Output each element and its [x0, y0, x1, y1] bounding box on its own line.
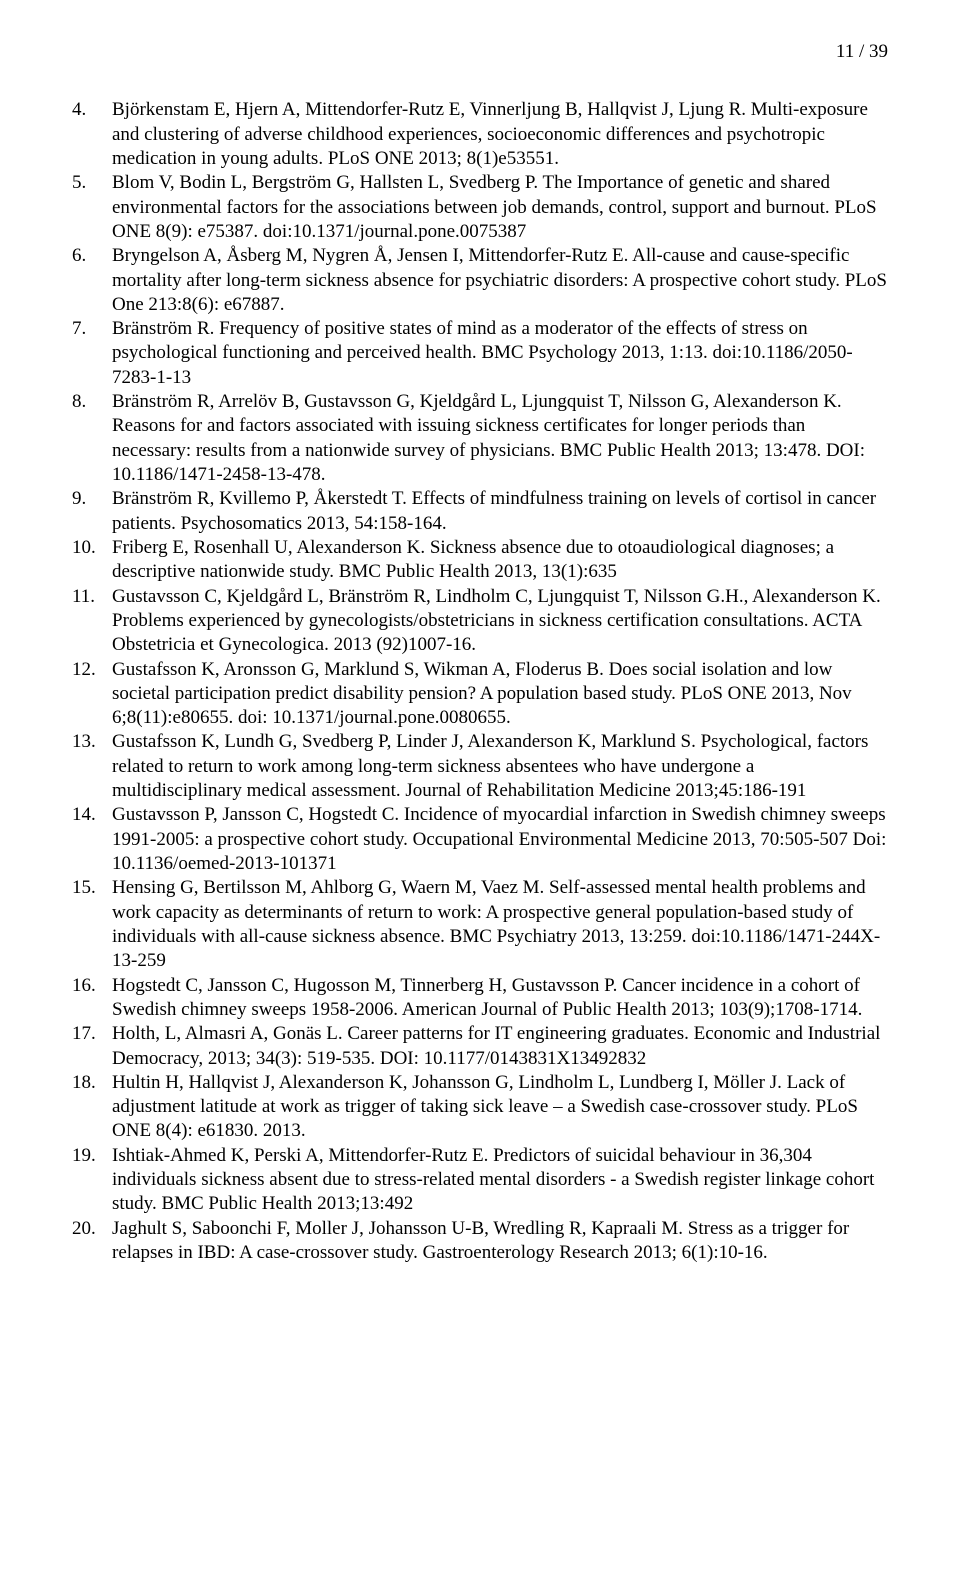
- reference-item: 6.Bryngelson A, Åsberg M, Nygren Å, Jens…: [112, 244, 888, 317]
- reference-text: Ishtiak-Ahmed K, Perski A, Mittendorfer-…: [112, 1144, 888, 1217]
- reference-text: Holth, L, Almasri A, Gonäs L. Career pat…: [112, 1022, 888, 1071]
- reference-item: 4.Björkenstam E, Hjern A, Mittendorfer-R…: [112, 98, 888, 171]
- reference-item: 14.Gustavsson P, Jansson C, Hogstedt C. …: [112, 803, 888, 876]
- reference-item: 5.Blom V, Bodin L, Bergström G, Hallsten…: [112, 171, 888, 244]
- reference-item: 12.Gustafsson K, Aronsson G, Marklund S,…: [112, 658, 888, 731]
- reference-text: Bryngelson A, Åsberg M, Nygren Å, Jensen…: [112, 244, 888, 317]
- reference-text: Hogstedt C, Jansson C, Hugosson M, Tinne…: [112, 974, 888, 1023]
- reference-item: 16.Hogstedt C, Jansson C, Hugosson M, Ti…: [112, 974, 888, 1023]
- reference-item: 17.Holth, L, Almasri A, Gonäs L. Career …: [112, 1022, 888, 1071]
- reference-number: 11.: [72, 585, 108, 609]
- reference-item: 18.Hultin H, Hallqvist J, Alexanderson K…: [112, 1071, 888, 1144]
- reference-text: Bränström R, Arrelöv B, Gustavsson G, Kj…: [112, 390, 888, 487]
- reference-text: Björkenstam E, Hjern A, Mittendorfer-Rut…: [112, 98, 888, 171]
- reference-number: 16.: [72, 974, 108, 998]
- reference-number: 17.: [72, 1022, 108, 1046]
- reference-number: 12.: [72, 658, 108, 682]
- reference-number: 9.: [72, 487, 108, 511]
- reference-text: Gustafsson K, Lundh G, Svedberg P, Linde…: [112, 730, 888, 803]
- reference-item: 8.Bränström R, Arrelöv B, Gustavsson G, …: [112, 390, 888, 487]
- reference-number: 18.: [72, 1071, 108, 1095]
- reference-text: Hultin H, Hallqvist J, Alexanderson K, J…: [112, 1071, 888, 1144]
- reference-number: 4.: [72, 98, 108, 122]
- reference-list: 4.Björkenstam E, Hjern A, Mittendorfer-R…: [72, 98, 888, 1265]
- reference-number: 19.: [72, 1144, 108, 1168]
- reference-number: 6.: [72, 244, 108, 268]
- reference-number: 5.: [72, 171, 108, 195]
- reference-number: 8.: [72, 390, 108, 414]
- reference-item: 9.Bränström R, Kvillemo P, Åkerstedt T. …: [112, 487, 888, 536]
- reference-item: 10.Friberg E, Rosenhall U, Alexanderson …: [112, 536, 888, 585]
- reference-text: Hensing G, Bertilsson M, Ahlborg G, Waer…: [112, 876, 888, 973]
- reference-item: 7.Bränström R. Frequency of positive sta…: [112, 317, 888, 390]
- reference-item: 13.Gustafsson K, Lundh G, Svedberg P, Li…: [112, 730, 888, 803]
- reference-text: Jaghult S, Saboonchi F, Moller J, Johans…: [112, 1217, 888, 1266]
- reference-text: Gustavsson C, Kjeldgård L, Bränström R, …: [112, 585, 888, 658]
- reference-item: 11.Gustavsson C, Kjeldgård L, Bränström …: [112, 585, 888, 658]
- reference-number: 13.: [72, 730, 108, 754]
- reference-item: 20.Jaghult S, Saboonchi F, Moller J, Joh…: [112, 1217, 888, 1266]
- reference-item: 15.Hensing G, Bertilsson M, Ahlborg G, W…: [112, 876, 888, 973]
- reference-text: Bränström R. Frequency of positive state…: [112, 317, 888, 390]
- reference-text: Bränström R, Kvillemo P, Åkerstedt T. Ef…: [112, 487, 888, 536]
- reference-number: 20.: [72, 1217, 108, 1241]
- reference-number: 15.: [72, 876, 108, 900]
- page-number: 11 / 39: [72, 40, 888, 64]
- reference-number: 10.: [72, 536, 108, 560]
- reference-item: 19.Ishtiak-Ahmed K, Perski A, Mittendorf…: [112, 1144, 888, 1217]
- reference-text: Gustavsson P, Jansson C, Hogstedt C. Inc…: [112, 803, 888, 876]
- reference-text: Blom V, Bodin L, Bergström G, Hallsten L…: [112, 171, 888, 244]
- reference-text: Gustafsson K, Aronsson G, Marklund S, Wi…: [112, 658, 888, 731]
- reference-number: 14.: [72, 803, 108, 827]
- reference-number: 7.: [72, 317, 108, 341]
- reference-text: Friberg E, Rosenhall U, Alexanderson K. …: [112, 536, 888, 585]
